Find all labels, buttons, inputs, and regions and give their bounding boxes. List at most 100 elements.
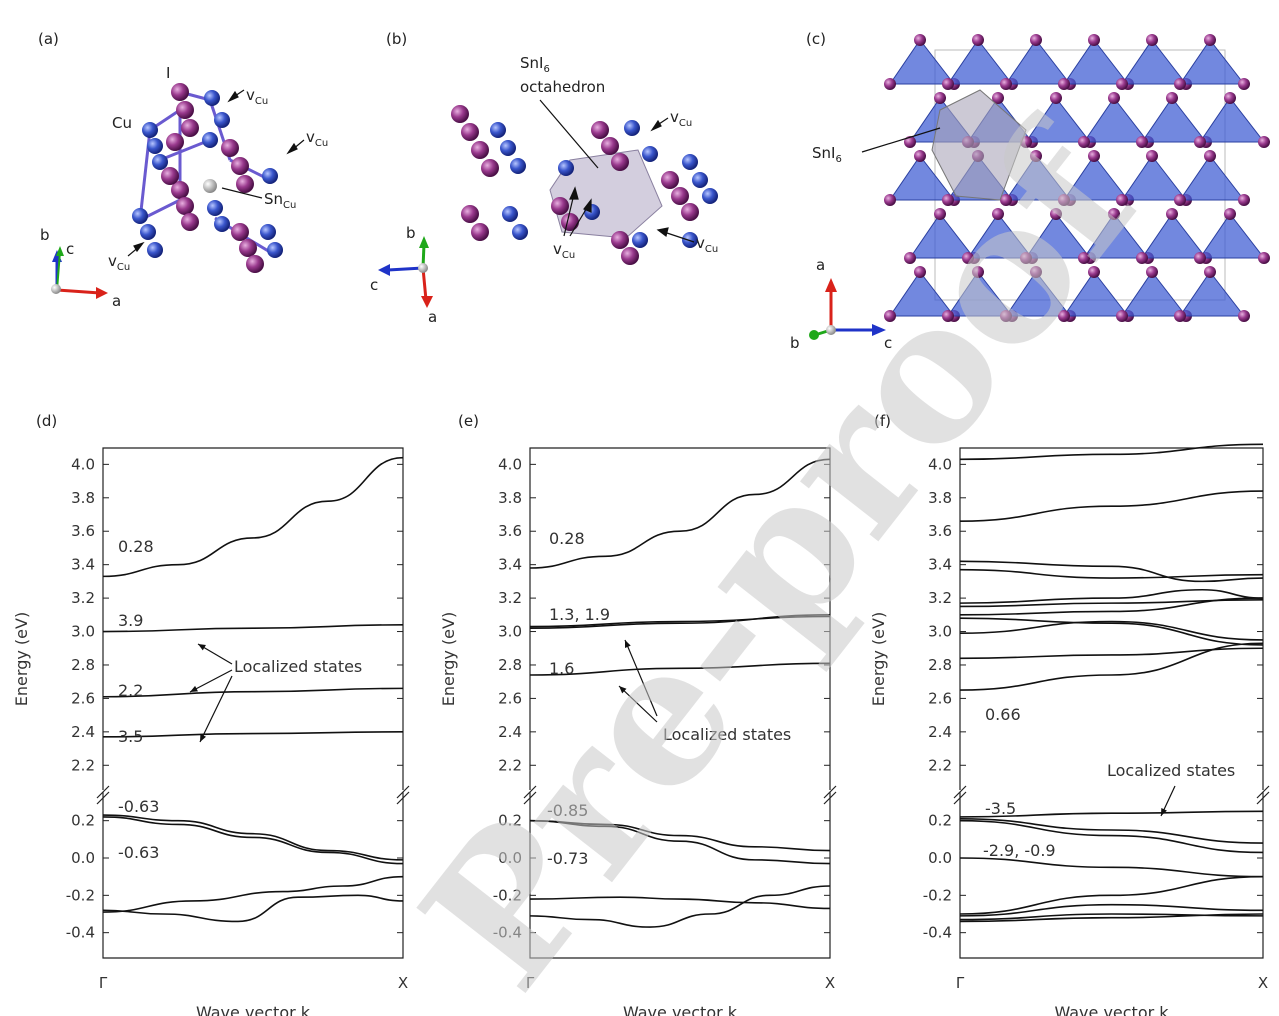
atom-sphere [214,216,230,232]
atom-sphere [147,138,163,154]
arrow-annotations [563,117,695,243]
atom-sphere [1050,208,1062,220]
y-tick-label: 2.6 [928,689,952,707]
y-tick-label: 3.8 [498,489,522,507]
band-annotation: 3.5 [118,727,143,746]
y-tick-label: 2.8 [498,656,522,674]
atom-sphere [551,197,569,215]
axis-label-c: c [370,276,378,294]
leader-line [539,99,599,169]
cui4-tetrahedron [1179,155,1246,201]
y-tick-label: 4.0 [498,455,522,473]
atom-sphere [171,83,189,101]
band-line [959,819,1264,854]
atom-sphere [1194,252,1206,264]
cui4-tetrahedron [1121,271,1188,317]
atom-sphere [1088,34,1100,46]
band-line [959,818,1264,844]
atom-sphere [591,121,609,139]
atom-sphere [914,34,926,46]
y-tick-label: -0.2 [66,886,95,904]
atom-sphere [1238,310,1250,322]
structure-c: SnI6 a b c [790,34,1270,352]
tetrahedra-lattice [884,34,1270,322]
atom-sphere [142,122,158,138]
y-axis-title: Energy (eV) [12,612,31,706]
band-line [529,662,831,676]
atom-sphere [176,101,194,119]
y-tick-label: 2.4 [71,723,95,741]
atom-sphere [221,139,239,157]
atom-sphere [661,171,679,189]
atom-sphere [692,172,708,188]
panel-label-e: (e) [458,412,479,430]
y-tick-label: 0.0 [498,849,522,867]
plot-frame-upper [959,447,1264,790]
label-vcu-b3: vCu [696,234,718,255]
atom-sphere [231,157,249,175]
atom-sphere [962,252,974,264]
band-annotation: 3.9 [118,611,143,630]
y-tick-label: 2.2 [498,756,522,774]
y-tick-label: 2.6 [71,689,95,707]
atom-sphere [1116,78,1128,90]
y-tick-label: 3.4 [498,556,522,574]
atom-sphere [904,252,916,264]
band-line [529,896,831,910]
panel-label-f: (f) [874,412,891,430]
y-tick-label: 3.6 [498,522,522,540]
atom-sphere [1050,92,1062,104]
axis-triad-b: a b c [370,224,437,326]
atom-sphere [558,160,574,176]
y-tick-label: 2.4 [498,723,522,741]
axis-label-c: c [884,334,892,352]
atom-sphere [642,146,658,162]
atom-sphere [1108,92,1120,104]
atom-sphere [500,140,516,156]
y-axis-title: Energy (eV) [439,612,458,706]
atom-sphere [1204,266,1216,278]
atom-cluster [132,83,283,273]
cui4-tetrahedron [1121,155,1188,201]
axis-break-mark [96,785,110,799]
cui4-tetrahedron [889,39,956,85]
y-tick-label: 2.8 [928,656,952,674]
atom-sphere [611,231,629,249]
x-axis-title: Wave vector k [1054,1003,1169,1016]
axis-break-mark [1256,785,1270,799]
y-tick-label: 3.6 [71,522,95,540]
atom-sphere [471,223,489,241]
localized-states-label: Localized states [663,725,791,744]
structure-b: SnI6 octahedron vCu vCu vCu a b c [370,54,718,326]
axis-label-b: b [40,226,50,244]
band-annotation: 0.66 [985,705,1021,724]
axis-break-mark [823,791,837,805]
x-axis-title: Wave vector k [623,1003,738,1016]
arrow-head [624,640,631,648]
band-line [529,458,831,569]
panel-label-d: (d) [36,412,58,430]
band-line [959,875,1264,915]
annotation-arrow [618,685,658,723]
atom-sphere [502,206,518,222]
atom-sphere [632,232,648,248]
atom-sphere [904,136,916,148]
atom-sphere [1000,78,1012,90]
atom-sphere [1136,252,1148,264]
atom-sphere [624,120,640,136]
atom-sphere [1088,150,1100,162]
atom-sphere [1258,136,1270,148]
y-tick-label: 0.2 [498,812,522,830]
atom-sphere [992,208,1004,220]
band-line [959,617,1264,646]
y-tick-label: 2.4 [928,723,952,741]
atom-sphere [236,175,254,193]
y-tick-label: 0.2 [928,812,952,830]
atom-sphere [942,78,954,90]
x-tick-label: Γ [99,974,108,992]
panel-label-a: (a) [38,30,59,48]
atom-sphere [934,208,946,220]
atom-sphere [214,112,230,128]
atom-sphere [239,239,257,257]
cui4-tetrahedron [1005,155,1072,201]
